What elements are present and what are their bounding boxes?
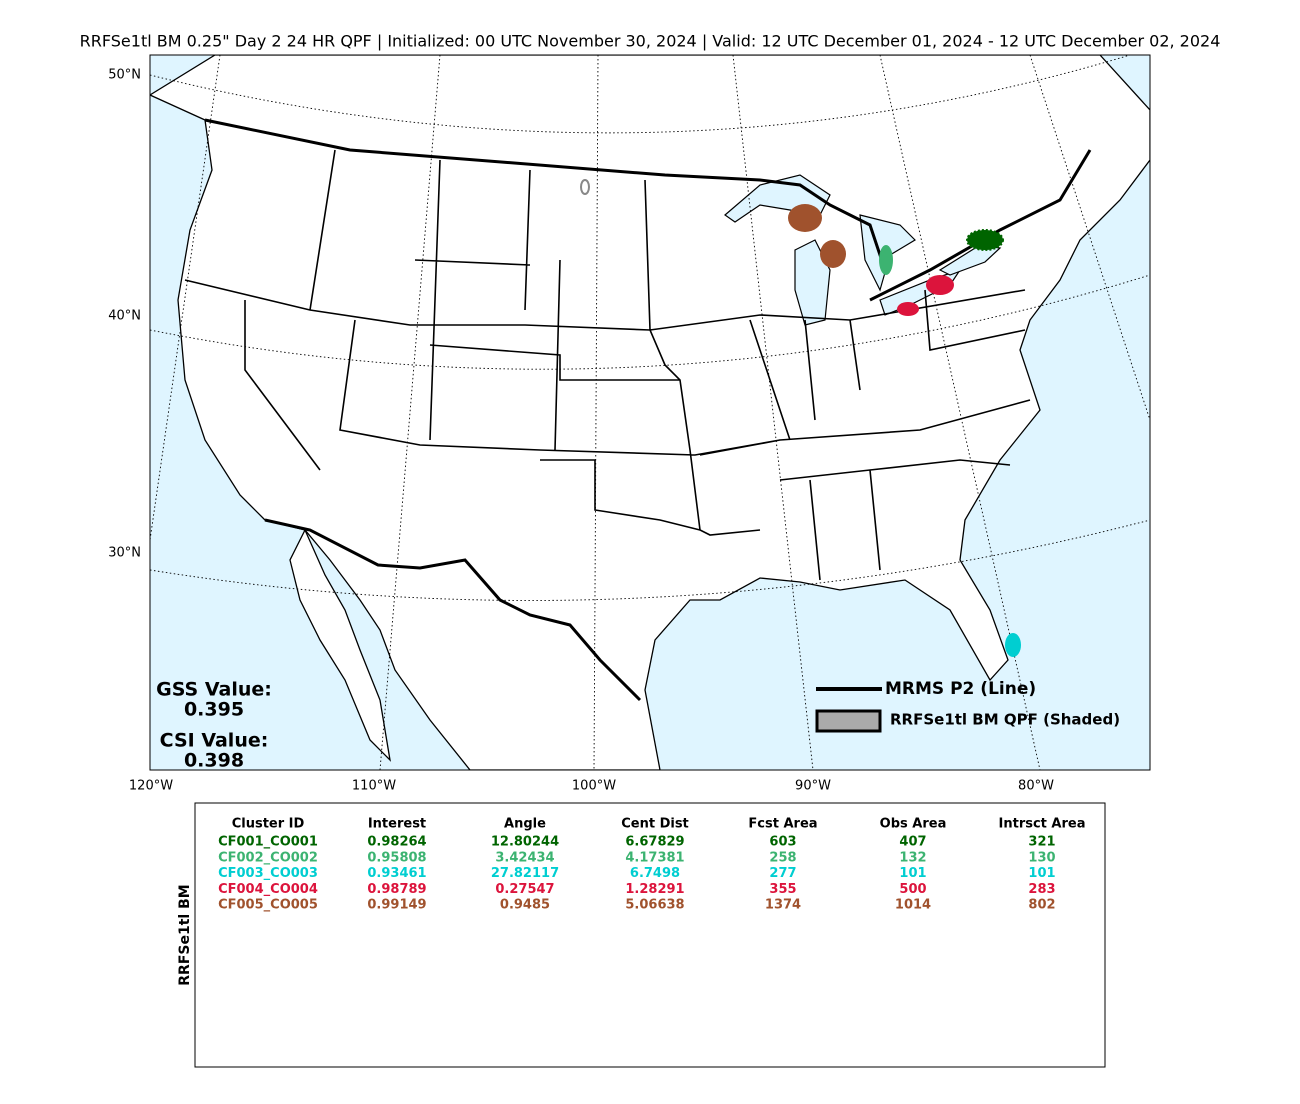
table-cell: 258	[769, 850, 796, 865]
us-border	[204, 118, 1092, 702]
table-cell: 277	[769, 866, 796, 881]
lat-label: 30°N	[108, 546, 141, 561]
map-frame	[149, 54, 1151, 771]
cluster-shape	[897, 302, 919, 316]
table-cell: CF002_CO002	[218, 850, 318, 865]
table-cell: 603	[769, 835, 796, 850]
cluster-shape	[926, 275, 954, 295]
title: RRFSe1tl BM 0.25" Day 2 24 HR QPF | Init…	[80, 32, 1221, 51]
table-cell: 6.67829	[625, 835, 684, 850]
table-header: Angle	[504, 817, 546, 832]
lon-label: 80°W	[1018, 779, 1054, 794]
side-label: RRFSe1tl BM	[177, 884, 193, 985]
table-cell: 321	[1028, 835, 1055, 850]
legend-label: MRMS P2 (Line)	[885, 679, 1036, 699]
table-header: Intrsct Area	[999, 817, 1086, 832]
score-label: CSI Value:	[160, 730, 269, 752]
legend-swatch	[815, 709, 882, 733]
table-cell: 0.95808	[367, 850, 426, 865]
table-header: Obs Area	[880, 817, 947, 832]
score-value: 0.395	[184, 699, 244, 721]
table-cell: 12.80244	[491, 835, 559, 850]
table-cell: 3.42434	[495, 850, 554, 865]
cluster-shape	[820, 240, 846, 268]
lon-label: 120°W	[129, 779, 173, 794]
graticule	[150, 55, 1150, 770]
table-header: Cluster ID	[232, 817, 305, 832]
table-cell: 101	[1028, 866, 1055, 881]
stats-table: RRFSe1tl BM Cluster ID Interest Angle Cent …	[177, 802, 1106, 1068]
table-frame	[194, 802, 1106, 1068]
table-cell: 0.27547	[495, 882, 554, 897]
cluster-shape	[879, 245, 893, 275]
cluster-shape	[966, 229, 1004, 251]
table-cell: 0.9485	[500, 898, 550, 913]
table-cell: CF005_CO005	[218, 898, 318, 913]
table-cell: 0.98789	[367, 882, 426, 897]
state-lines	[184, 149, 1031, 581]
table-cell: 132	[899, 850, 926, 865]
baja	[289, 528, 391, 762]
table-cell: 283	[1028, 882, 1055, 897]
table-cell: CF001_CO001	[218, 835, 318, 850]
table-cell: CF003_CO003	[218, 866, 318, 881]
score-value: 0.398	[184, 750, 244, 772]
table-header: Fcst Area	[748, 817, 817, 832]
table-cell: 802	[1028, 898, 1055, 913]
table-cell: 5.06638	[625, 898, 684, 913]
table-cell: 355	[769, 882, 796, 897]
table-cell: 1014	[895, 898, 931, 913]
table-cell: 1374	[765, 898, 801, 913]
table-cell: 4.17381	[625, 850, 684, 865]
cluster-shape	[788, 204, 822, 232]
lat-label: 50°N	[108, 68, 141, 83]
clusters	[580, 179, 1021, 657]
lat-label: 40°N	[108, 309, 141, 324]
lon-label: 90°W	[795, 779, 831, 794]
table-cell: CF004_CO004	[218, 882, 318, 897]
table-cell: 101	[899, 866, 926, 881]
table-cell: 6.7498	[630, 866, 680, 881]
table-cell: 407	[899, 835, 926, 850]
table-cell: 27.82117	[491, 866, 559, 881]
table-header: Cent Dist	[621, 817, 689, 832]
table-cell: 0.93461	[367, 866, 426, 881]
score-label: GSS Value:	[156, 679, 272, 701]
table-cell: 130	[1028, 850, 1055, 865]
cluster-shape	[580, 179, 590, 195]
table-cell: 500	[899, 882, 926, 897]
lon-label: 100°W	[572, 779, 616, 794]
legend: MRMS P2 (Line) RRFSe1tl BM QPF (Shaded)	[815, 679, 1120, 733]
cluster-shape	[1005, 633, 1021, 657]
table-cell: 0.98264	[367, 835, 426, 850]
map: 50°N 40°N 30°N 120°W 110°W 100°W 90°W 80°W MRMS…	[108, 54, 1151, 794]
table-cell: 1.28291	[625, 882, 684, 897]
axis-labels: 50°N 40°N 30°N 120°W 110°W 100°W 90°W 80°W	[108, 68, 1054, 794]
table-cell: 0.99149	[367, 898, 426, 913]
table-header: Interest	[368, 817, 426, 832]
legend-label: RRFSe1tl BM QPF (Shaded)	[890, 711, 1120, 729]
lon-label: 110°W	[352, 779, 396, 794]
scores: GSS Value: 0.395 CSI Value: 0.398	[156, 679, 272, 772]
lake	[938, 244, 1002, 276]
lake	[794, 239, 831, 326]
